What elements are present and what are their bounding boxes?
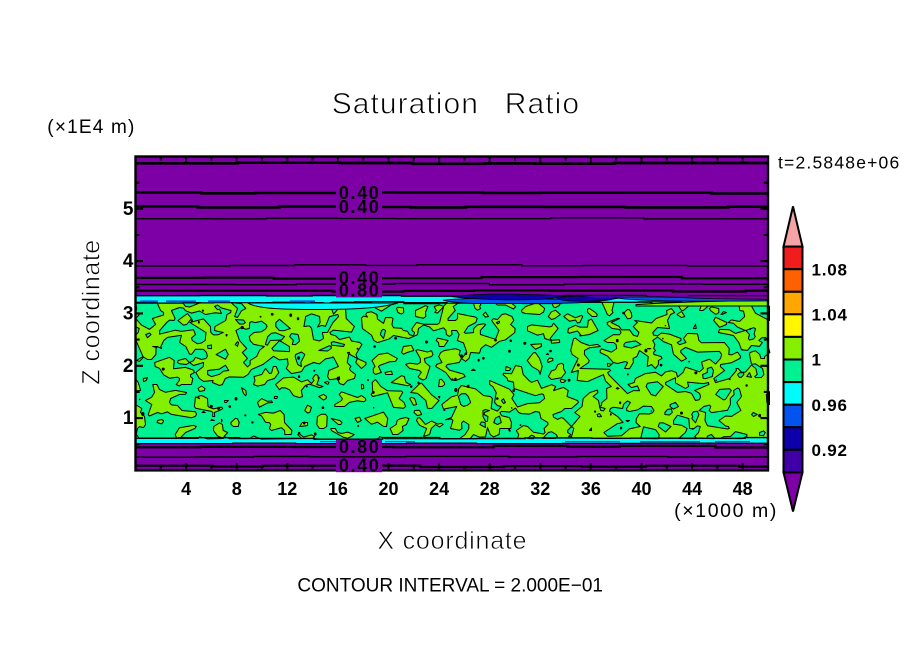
svg-text:0.40: 0.40 [339,183,380,203]
svg-text:CONTOUR INTERVAL = 2.000E−01: CONTOUR INTERVAL = 2.000E−01 [297,576,603,597]
svg-text:32: 32 [530,479,550,499]
svg-text:Z coordinate: Z coordinate [77,239,105,385]
svg-text:24: 24 [429,479,449,499]
svg-text:t=2.5848e+06: t=2.5848e+06 [778,152,900,172]
svg-text:4: 4 [181,479,191,499]
svg-text:(×1E4 m): (×1E4 m) [47,117,135,138]
svg-text:44: 44 [682,479,702,499]
svg-text:16: 16 [328,479,348,499]
svg-text:48: 48 [733,479,753,499]
svg-text:2: 2 [123,356,134,377]
svg-text:0.80: 0.80 [339,281,380,301]
svg-text:20: 20 [378,479,398,499]
svg-text:Saturation Ratio: Saturation Ratio [332,87,580,120]
svg-text:1: 1 [812,351,822,370]
svg-text:0.40: 0.40 [339,456,380,476]
svg-text:4: 4 [123,251,134,272]
svg-text:1.08: 1.08 [812,260,848,279]
svg-text:28: 28 [480,479,500,499]
svg-text:1: 1 [123,408,134,429]
svg-text:0.80: 0.80 [339,437,380,457]
svg-text:0.40: 0.40 [339,268,380,288]
svg-text:0.96: 0.96 [812,396,848,415]
svg-text:8: 8 [232,479,242,499]
svg-text:1.04: 1.04 [812,306,848,325]
svg-text:40: 40 [631,479,651,499]
svg-text:12: 12 [277,479,297,499]
svg-text:3: 3 [123,303,134,324]
svg-text:0.40: 0.40 [339,197,380,217]
svg-text:(×1000 m): (×1000 m) [674,500,778,522]
svg-text:X coordinate: X coordinate [377,527,527,555]
svg-text:0.92: 0.92 [812,441,848,460]
svg-text:36: 36 [581,479,601,499]
svg-text:5: 5 [123,199,134,220]
